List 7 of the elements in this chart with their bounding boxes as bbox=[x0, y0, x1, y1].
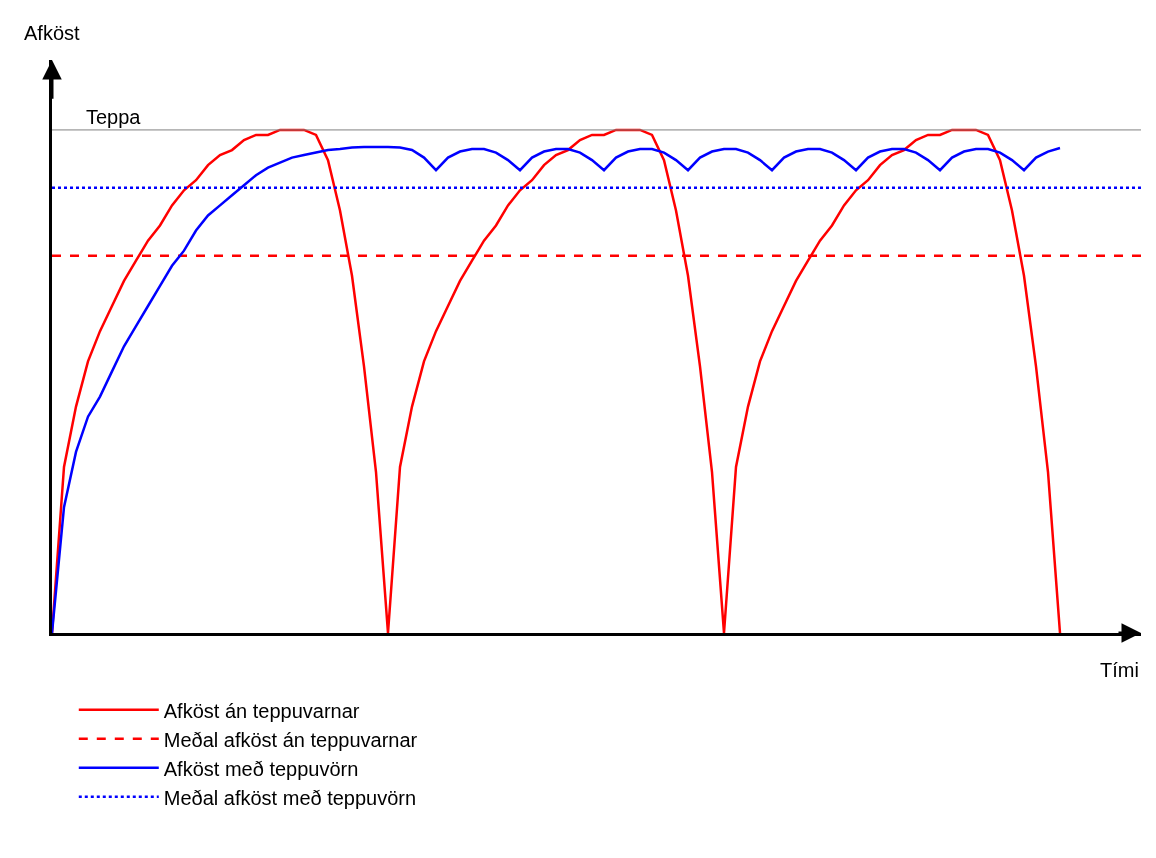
y-axis-title: Afköst bbox=[24, 22, 81, 44]
legend-label: Meðal afköst með teppuvörn bbox=[163, 786, 417, 809]
legend-label: Afköst með teppuvörn bbox=[163, 757, 359, 780]
legend-label: Meðal afköst án teppuvarnar bbox=[163, 728, 418, 751]
legend-label: Afköst án teppuvarnar bbox=[163, 699, 360, 722]
ref-line-label: Teppa bbox=[86, 106, 142, 128]
x-axis-title: Tími bbox=[1100, 659, 1139, 681]
